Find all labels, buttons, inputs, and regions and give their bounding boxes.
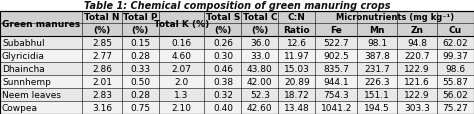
Text: 94.8: 94.8 xyxy=(407,39,427,47)
Text: 2.07: 2.07 xyxy=(172,64,191,73)
Text: 99.37: 99.37 xyxy=(443,51,468,60)
Text: 2.0: 2.0 xyxy=(174,77,189,86)
Text: Total C: Total C xyxy=(243,13,277,22)
Text: 52.3: 52.3 xyxy=(250,90,270,99)
Text: Ratio: Ratio xyxy=(283,26,310,35)
Text: 902.5: 902.5 xyxy=(323,51,349,60)
Text: 2.83: 2.83 xyxy=(92,90,112,99)
Text: 13.48: 13.48 xyxy=(284,103,310,112)
Text: 0.40: 0.40 xyxy=(213,103,233,112)
Text: Total P: Total P xyxy=(123,13,157,22)
Text: C:N: C:N xyxy=(288,13,306,22)
Text: Micronutrients (mg kg⁻¹): Micronutrients (mg kg⁻¹) xyxy=(336,13,454,22)
Text: 835.7: 835.7 xyxy=(323,64,349,73)
Text: 0.30: 0.30 xyxy=(213,51,233,60)
Text: (%): (%) xyxy=(93,26,110,35)
Text: 75.27: 75.27 xyxy=(443,103,468,112)
Text: 98.6: 98.6 xyxy=(446,64,465,73)
Text: 2.86: 2.86 xyxy=(92,64,112,73)
Text: 55.87: 55.87 xyxy=(443,77,468,86)
Text: Mn: Mn xyxy=(370,26,385,35)
Text: Subabhul: Subabhul xyxy=(2,39,45,47)
Text: 18.72: 18.72 xyxy=(284,90,310,99)
Text: 4.60: 4.60 xyxy=(172,51,191,60)
Text: 2.77: 2.77 xyxy=(92,51,112,60)
Bar xyxy=(0,36,474,49)
Text: 194.5: 194.5 xyxy=(365,103,390,112)
Text: Total N: Total N xyxy=(84,13,120,22)
Text: 0.28: 0.28 xyxy=(130,90,150,99)
Text: Total S: Total S xyxy=(206,13,240,22)
Text: Table 1: Chemical composition of green manuring crops: Table 1: Chemical composition of green m… xyxy=(84,1,390,11)
Text: 0.28: 0.28 xyxy=(130,51,150,60)
Text: 98.1: 98.1 xyxy=(367,39,387,47)
Text: 42.60: 42.60 xyxy=(247,103,273,112)
Text: Zn: Zn xyxy=(410,26,424,35)
Text: Glyricidia: Glyricidia xyxy=(2,51,45,60)
Text: 56.02: 56.02 xyxy=(443,90,468,99)
Text: 0.75: 0.75 xyxy=(130,103,150,112)
Text: Cu: Cu xyxy=(449,26,462,35)
Text: 387.8: 387.8 xyxy=(365,51,390,60)
Text: 1.3: 1.3 xyxy=(174,90,189,99)
Text: 122.9: 122.9 xyxy=(404,90,430,99)
Text: 12.6: 12.6 xyxy=(287,39,307,47)
Bar xyxy=(0,101,474,114)
Text: 220.7: 220.7 xyxy=(404,51,430,60)
Text: 42.00: 42.00 xyxy=(247,77,273,86)
Text: 3.16: 3.16 xyxy=(92,103,112,112)
Text: 2.10: 2.10 xyxy=(172,103,191,112)
Text: 20.89: 20.89 xyxy=(284,77,310,86)
Text: 0.26: 0.26 xyxy=(213,39,233,47)
Text: 43.80: 43.80 xyxy=(247,64,273,73)
Text: Fe: Fe xyxy=(330,26,342,35)
Text: 1041.2: 1041.2 xyxy=(320,103,352,112)
Text: 303.3: 303.3 xyxy=(404,103,430,112)
Bar xyxy=(0,62,474,75)
Text: 944.1: 944.1 xyxy=(323,77,349,86)
Text: Dhaincha: Dhaincha xyxy=(2,64,45,73)
Text: 0.50: 0.50 xyxy=(130,77,150,86)
Text: (%): (%) xyxy=(251,26,268,35)
Bar xyxy=(0,49,474,62)
Text: 36.0: 36.0 xyxy=(250,39,270,47)
Text: 0.38: 0.38 xyxy=(213,77,233,86)
Bar xyxy=(0,75,474,88)
Text: 226.3: 226.3 xyxy=(365,77,390,86)
Text: 122.9: 122.9 xyxy=(404,64,430,73)
Text: 151.1: 151.1 xyxy=(365,90,390,99)
Text: 62.02: 62.02 xyxy=(443,39,468,47)
Bar xyxy=(0,88,474,101)
Text: 231.7: 231.7 xyxy=(365,64,390,73)
Text: 15.03: 15.03 xyxy=(284,64,310,73)
Text: 33.0: 33.0 xyxy=(250,51,270,60)
Text: Sunnhemp: Sunnhemp xyxy=(2,77,51,86)
Text: 121.6: 121.6 xyxy=(404,77,430,86)
Text: 522.7: 522.7 xyxy=(323,39,349,47)
Text: 2.01: 2.01 xyxy=(92,77,112,86)
Text: 2.85: 2.85 xyxy=(92,39,112,47)
Text: (%): (%) xyxy=(214,26,232,35)
Text: 754.3: 754.3 xyxy=(323,90,349,99)
Text: 0.15: 0.15 xyxy=(130,39,150,47)
Bar xyxy=(0,11,474,36)
Text: (%): (%) xyxy=(132,26,149,35)
Text: 0.46: 0.46 xyxy=(213,64,233,73)
Text: Total K (%): Total K (%) xyxy=(154,19,209,28)
Text: 0.16: 0.16 xyxy=(172,39,191,47)
Text: 0.32: 0.32 xyxy=(213,90,233,99)
Text: 0.33: 0.33 xyxy=(130,64,150,73)
Text: Cowpea: Cowpea xyxy=(2,103,38,112)
Text: Green manures: Green manures xyxy=(2,19,80,28)
Text: 11.97: 11.97 xyxy=(284,51,310,60)
Text: Neem leaves: Neem leaves xyxy=(2,90,61,99)
